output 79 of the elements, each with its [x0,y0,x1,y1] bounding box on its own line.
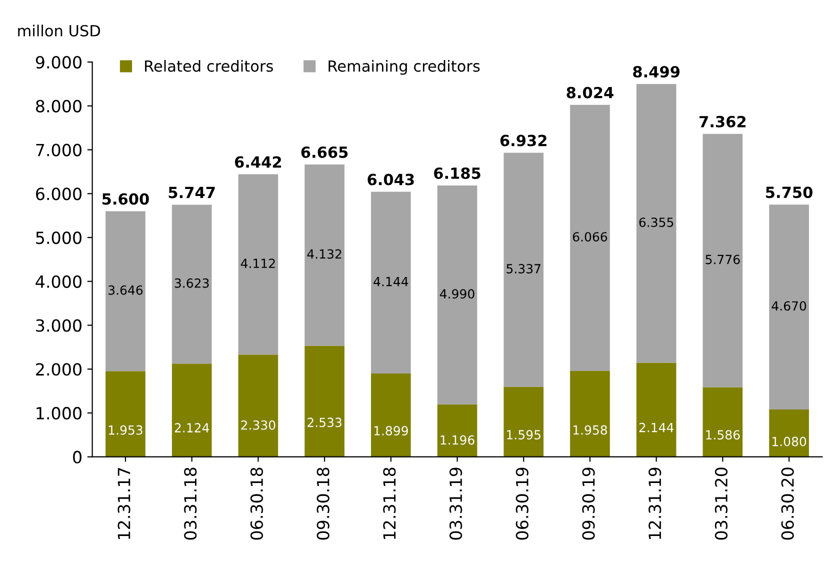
data-label: 1.196 [440,435,474,445]
bar [370,192,411,374]
total-label: 5.747 [168,186,215,198]
legend-label: Related creditors [145,60,273,72]
data-label: 2.124 [174,423,210,432]
data-label: 2.533 [308,418,342,428]
bar [437,185,478,404]
total-label: 8.024 [566,86,614,98]
y-tick-label: 2.000 [36,363,82,376]
data-label: 1.953 [108,425,142,435]
bar [304,346,344,457]
bar [769,204,809,410]
y-tick-label: 3.000 [36,319,82,332]
data-label: 3.623 [174,278,209,288]
total-label: 6.043 [368,174,414,186]
y-tick-label: 5.000 [36,231,82,244]
bar [636,84,676,363]
x-tick-label: 03.31.19 [449,468,462,540]
bar [172,204,212,364]
legend-label: Remaining creditors [328,60,480,75]
y-tick-label: 4.000 [36,275,82,288]
x-tick-label: 06.30.19 [516,468,528,540]
x-tick-label: 06.30.18 [250,468,264,540]
x-tick-label: 06.30.20 [781,468,794,540]
total-label: 8.499 [633,66,680,78]
data-label: 1.958 [573,425,608,435]
data-label: 5.776 [706,254,740,264]
x-tick-label: 03.31.18 [184,468,197,540]
data-label: 5.337 [506,264,540,274]
data-label: 4.112 [240,258,275,268]
bar [370,374,411,457]
y-tick-label: 0 [73,450,82,464]
x-tick-label: 09.30.19 [582,468,595,540]
bar [504,386,544,457]
y-tick-label: 6.000 [36,188,82,200]
total-label: 5.750 [766,186,812,198]
y-tick-label: 9.000 [36,56,82,69]
total-label: 6.932 [500,134,546,146]
data-label: 1.595 [507,430,540,440]
data-label: 2.144 [639,422,674,432]
total-label: 6.665 [301,146,348,158]
total-label: 6.442 [234,156,282,168]
bar [769,409,809,457]
bar [172,364,212,457]
x-tick-label: 12.31.19 [648,468,662,539]
data-label: 3.646 [108,285,143,295]
total-label: 7.362 [700,116,746,128]
bar [238,354,278,457]
bar [570,104,610,371]
data-label: 4.144 [374,276,408,286]
bar [437,404,478,457]
y-axis-title: millon USD [18,24,100,37]
bar [702,387,743,457]
bar [238,174,278,355]
bar [106,371,146,457]
bar [570,370,610,457]
bar [106,211,146,372]
data-label: 2.330 [241,420,276,430]
data-label: 4.132 [307,249,342,259]
data-label: 6.066 [572,232,608,242]
bar [504,152,544,387]
bar [702,134,743,388]
data-label: 6.355 [639,218,674,228]
data-label: 1.586 [706,430,740,440]
data-label: 4.670 [772,301,806,311]
x-tick-label: 03.31.20 [714,468,728,540]
total-label: 5.600 [102,193,149,205]
data-label: 4.990 [440,289,474,299]
y-tick-label: 1.000 [36,406,82,420]
x-tick-label: 12.31.17 [118,468,130,539]
bar [304,164,344,346]
total-label: 6.185 [434,167,480,180]
data-label: 1.899 [374,426,408,436]
y-tick-label: 8.000 [36,100,82,112]
y-tick-label: 7.000 [36,144,82,156]
x-tick-label: 12.31.18 [383,468,396,539]
data-label: 1.080 [772,436,806,446]
bar [636,362,676,457]
x-tick-label: 09.30.18 [316,468,330,540]
